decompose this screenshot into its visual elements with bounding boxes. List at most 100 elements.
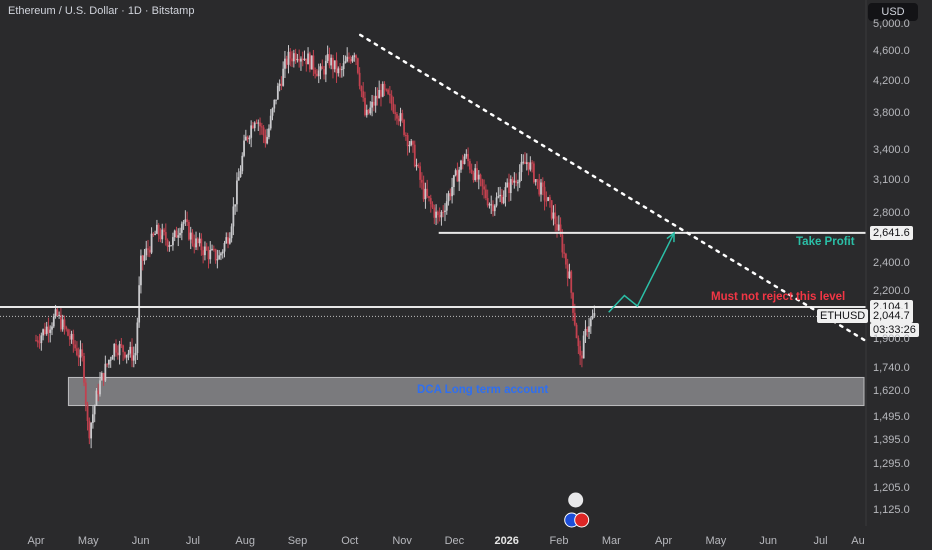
candle-body [301,58,304,61]
candle-body [170,245,173,247]
candle-body [88,420,91,439]
candle-body [355,55,357,59]
candle-body [148,249,151,253]
y-tick-label: 3,400.0 [873,143,910,156]
candle-body [513,180,516,183]
candle-body [548,197,551,201]
candle-body [59,314,62,330]
candle-body [63,319,66,328]
candle-body [452,175,455,187]
projection-path [608,232,675,313]
candle-body [319,66,322,71]
candle-body [205,246,208,251]
candle-body [161,229,164,240]
candle-body [445,201,448,211]
candle-body [529,162,532,170]
candle-body [420,179,423,183]
candle-body [65,327,68,330]
candle-body [476,168,478,180]
candle-body [424,188,427,200]
candle-body [282,68,285,86]
candle-body [303,58,306,61]
candle-body [189,232,192,240]
x-tick-label: Oct [341,535,359,547]
y-tick-label: 2,800.0 [873,206,910,219]
candle-body [531,162,534,164]
candle-body [122,345,125,353]
candle-body [214,249,217,261]
candle-body [49,329,52,333]
candle-body [321,66,324,70]
candle-body [566,264,569,279]
candle-body [97,390,100,395]
candle-body [180,223,183,233]
currency-button[interactable]: USD [868,3,918,21]
candle-body [444,210,446,212]
candle-body [426,188,429,197]
candle-body [509,179,512,194]
candle-body [184,219,187,223]
candle-body [308,53,311,70]
candle-body [392,103,395,113]
y-tick-label: 1,125.0 [873,504,910,516]
candle-body [467,154,470,162]
y-tick-label: 3,100.0 [873,173,910,186]
candle-body [593,313,596,317]
candle-body [557,224,560,231]
candle-body [99,380,101,395]
candle-body [154,233,157,236]
candle-body [342,63,345,70]
candle-body [339,68,341,70]
candle-body [419,166,421,180]
candle-body [438,215,441,218]
candle-body [152,233,155,236]
candle-body [92,414,94,423]
candle-body [172,237,174,246]
candle-body [198,238,201,244]
candle-body [104,363,107,381]
candle-body [42,329,45,336]
candle-body [563,252,566,254]
candle-body [344,61,347,64]
candle-body [385,89,388,91]
candle-body [163,229,165,233]
candle-body [236,180,238,205]
candle-body [340,69,343,71]
candle-body [243,140,245,156]
candle-body [84,382,87,405]
candle-body [51,326,53,330]
candle-body [404,134,407,136]
candle-body [68,335,71,340]
candle-body [394,112,397,114]
y-tick-label: 1,205.0 [873,481,910,494]
candle-body [228,238,231,244]
candle-body [435,211,437,218]
candle-body [100,372,103,381]
candle-body [463,156,466,165]
y-tick-label: 1,620.0 [873,385,910,398]
x-tick-label: Jun [131,535,150,547]
candle-body [431,204,434,208]
candle-body [577,338,580,347]
candle-body [157,224,160,236]
candle-body [271,108,274,116]
candle-body [273,99,276,109]
candle-body [556,224,558,231]
candle-body [353,55,356,57]
candle-body [129,346,132,354]
candle-body [573,312,576,325]
candle-body [333,60,336,70]
candle-body [429,198,432,205]
candle-body [211,248,213,250]
x-tick-label: Mar [601,535,621,547]
y-tick-label: 1,295.0 [873,458,910,471]
candle-body [147,248,149,250]
candle-body [310,55,313,70]
candle-body [479,174,482,180]
candle-body [500,194,503,204]
candle-body [145,248,148,256]
candle-body [268,128,270,138]
candle-body [196,238,199,244]
candle-body [90,422,93,439]
